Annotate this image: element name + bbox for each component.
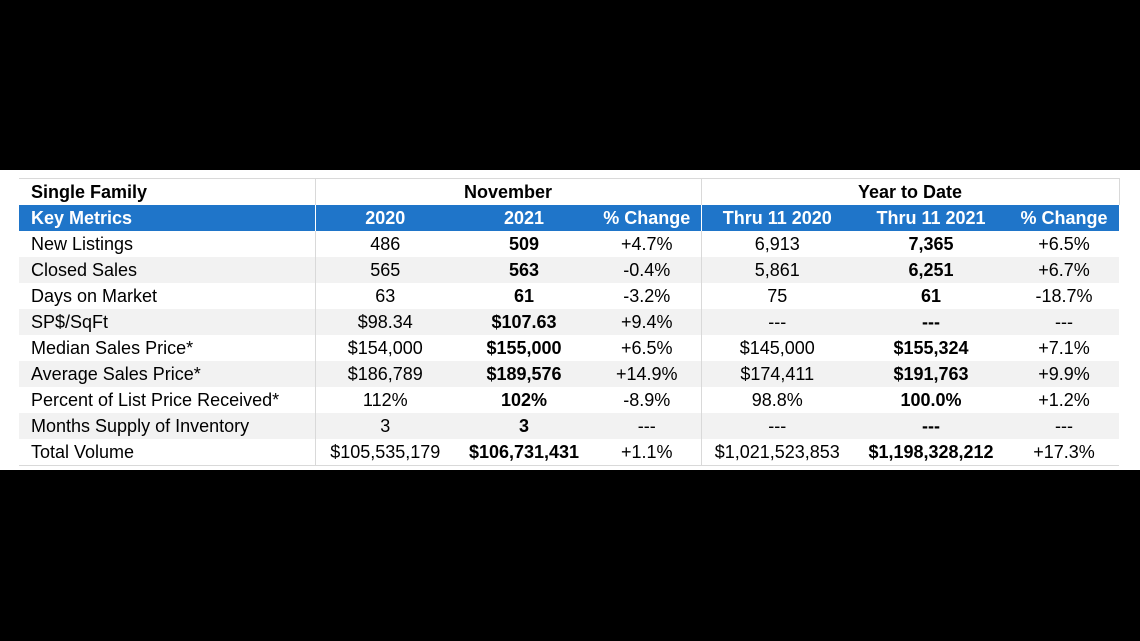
nov-2020-value: $105,535,179 [314,439,455,466]
ytd-2021-value: 6,251 [853,257,1009,283]
nov-2021-value: 61 [513,286,535,306]
nov-pct-change: -8.9% [623,390,671,410]
metric-label: Percent of List Price Received* [31,390,280,410]
table-row: Percent of List Price Received* 112% 102% -… [19,387,1119,413]
ytd-2021-value: --- [853,309,1009,335]
ytd-pct-change: +1.2% [1038,390,1090,410]
ytd-2020-value: 5,861 [700,257,853,283]
column-header-thru-11-2021: Thru 11 2021 [853,205,1009,231]
metric-label: Closed Sales [19,257,315,283]
nov-2021-value: $107.63 [455,309,593,335]
nov-2021-value: 102% [500,390,548,410]
nov-2020-value: $186,789 [314,361,455,387]
nov-2020-value: $154,000 [314,335,455,361]
table-row: New Listings 486 509 +4.7% 6,913 7,365 +6.5% [19,231,1119,257]
nov-2020-value: 3 [314,413,455,439]
metric-label: New Listings [31,234,134,254]
column-header-ytd-pct-change: % Change [1009,205,1119,231]
nov-pct-change: +1.1% [593,439,701,466]
nov-2020-value: $98.34 [314,309,455,335]
ytd-pct-change: +6.7% [1009,257,1119,283]
ytd-pct-change: --- [1009,309,1119,335]
nov-2020-value: 565 [314,257,455,283]
ytd-2021-value: 61 [920,286,942,306]
nov-2021-value: 509 [508,234,540,254]
ytd-2021-value: $1,198,328,212 [853,439,1009,466]
metrics-table-body: New Listings 486 509 +4.7% 6,913 7,365 +6.5% Cl… [19,231,1119,466]
column-header-2020: 2020 [314,205,455,231]
column-header-row: Key Metrics 2020 2021 % Change Thru 11 2… [19,205,1119,231]
nov-2021-value: $106,731,431 [455,439,593,466]
ytd-2020-value: $145,000 [700,335,853,361]
metric-label: Average Sales Price* [19,361,315,387]
ytd-2020-value: $1,021,523,853 [700,439,853,466]
column-header-thru-11-2020: Thru 11 2020 [700,205,853,231]
ytd-2021-value: 7,365 [908,234,954,254]
november-group-header: November [314,178,701,205]
ytd-2021-value: --- [853,413,1009,439]
ytd-2021-value: 100.0% [900,390,962,410]
nov-pct-change: +14.9% [593,361,701,387]
nov-2021-value: 563 [455,257,593,283]
nov-2020-value: 486 [314,231,455,257]
nov-2020-value: 112% [314,387,455,413]
ytd-2020-value: $174,411 [700,361,853,387]
nov-pct-change: +9.4% [593,309,701,335]
metric-label: SP$/SqFt [19,309,315,335]
ytd-2020-value: --- [700,413,853,439]
column-header-pct-change: % Change [593,205,701,231]
column-header-key-metrics: Key Metrics [19,205,315,231]
table-row: Average Sales Price* $186,789 $189,576 +14.… [19,361,1119,387]
ytd-pct-change: --- [1009,413,1119,439]
metric-label: Median Sales Price* [31,338,194,358]
ytd-2020-value: 6,913 [700,231,853,257]
year-to-date-group-header: Year to Date [700,178,1120,205]
nov-2021-value: 3 [455,413,593,439]
metric-label: Total Volume [19,439,315,466]
metrics-table: Single Family November Year to Date Key … [19,178,1120,466]
report-panel: Single Family November Year to Date Key … [0,170,1140,470]
table-row: Total Volume $105,535,179 $106,731,431 +1.1… [19,439,1119,466]
group-header-row: Single Family November Year to Date [19,178,1120,205]
nov-pct-change: -0.4% [593,257,701,283]
ytd-2021-value: $155,324 [893,338,969,358]
table-row: Days on Market 63 61 -3.2% 75 61 -18.7% [19,283,1119,309]
table-row: Closed Sales 565 563 -0.4% 5,861 6,251 +6.7% [19,257,1119,283]
ytd-pct-change: +17.3% [1009,439,1119,466]
nov-pct-change: +6.5% [620,338,673,358]
ytd-pct-change: +9.9% [1009,361,1119,387]
nov-2021-value: $189,576 [455,361,593,387]
nov-2021-value: $155,000 [486,338,562,358]
ytd-2020-value: --- [700,309,853,335]
table-row: SP$/SqFt $98.34 $107.63 +9.4% --- --- --- [19,309,1119,335]
metric-label: Months Supply of Inventory [19,413,315,439]
column-header-2021: 2021 [455,205,593,231]
nov-2020-value: 63 [314,283,455,309]
nov-pct-change: +4.7% [620,234,673,254]
table-row: Months Supply of Inventory 3 3 --- --- --- --- [19,413,1119,439]
ytd-2020-value: 75 [700,283,853,309]
category-label: Single Family [19,178,315,205]
table-row: Median Sales Price* $154,000 $155,000 +6.5%… [19,335,1119,361]
nov-pct-change: -3.2% [623,286,671,306]
metric-label: Days on Market [31,286,158,306]
ytd-pct-change: +6.5% [1038,234,1090,254]
ytd-2021-value: $191,763 [853,361,1009,387]
ytd-2020-value: 98.8% [700,387,853,413]
ytd-pct-change: +7.1% [1038,338,1090,358]
nov-pct-change: --- [593,413,701,439]
ytd-pct-change: -18.7% [1035,286,1093,306]
